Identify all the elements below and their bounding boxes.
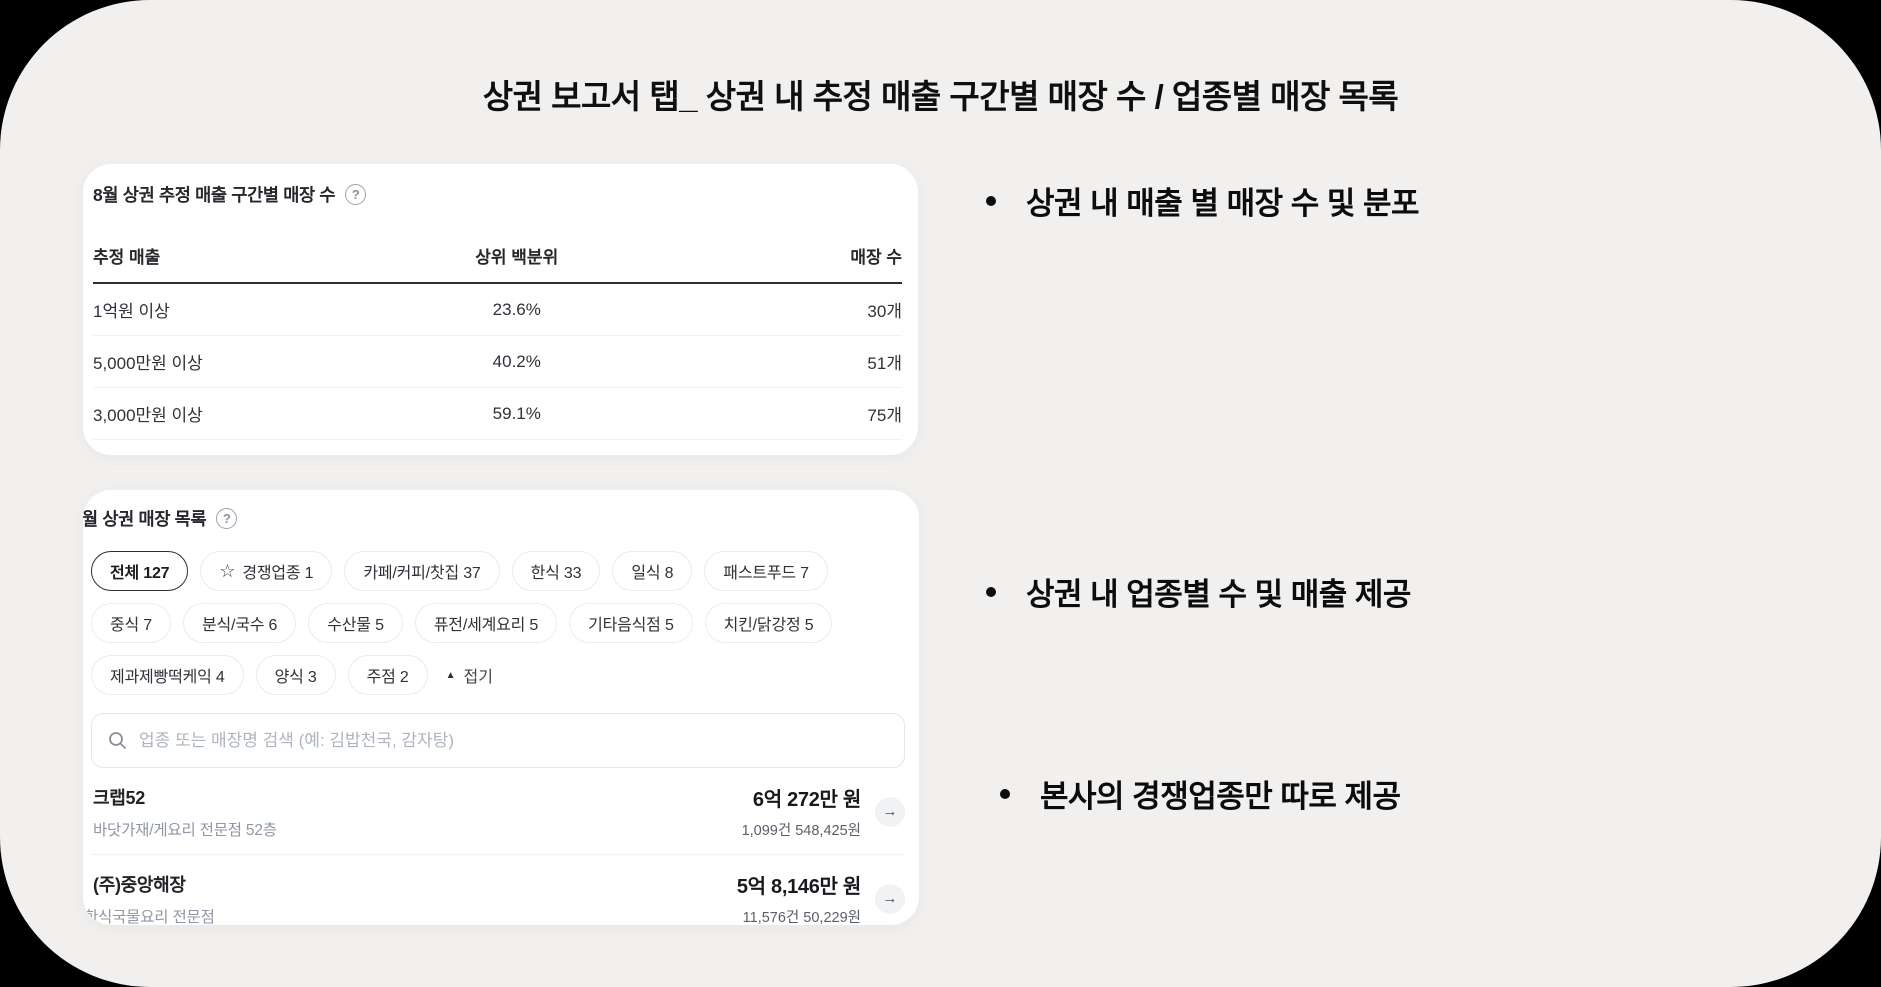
annotation-category-sales: 상권 내 업종별 수 및 매출 제공	[986, 569, 1411, 614]
store-count-value: 51개	[867, 354, 902, 373]
chip-all[interactable]: 전체 127	[91, 551, 189, 591]
annotation-text: 본사의 경쟁업종만 따로 제공	[1040, 779, 1401, 814]
annotation-sales-distribution: 상권 내 매출 별 매장 수 및 분포	[986, 178, 1420, 223]
arrow-right-icon[interactable]: →	[875, 883, 905, 914]
bullet-dot-icon	[1000, 788, 1010, 799]
chip-western[interactable]: 양식 3	[255, 655, 336, 695]
search-icon	[108, 731, 127, 750]
sales-range-value: 1억원 이상	[93, 302, 170, 321]
table-row: 1억원 이상 23.6% 30개	[93, 284, 902, 336]
chip-chinese[interactable]: 중식 7	[91, 603, 171, 643]
sales-range-card: 8월 상권 추정 매출 구간별 매장 수 ? 추정 매출 상위 백분위 매장 수…	[83, 164, 918, 455]
sales-table-header: 추정 매출 상위 백분위 매장 수	[93, 243, 902, 268]
help-question-icon[interactable]: ?	[345, 184, 367, 205]
store-info: (주)중앙해장 한식국물요리 전문점	[84, 871, 215, 926]
chip-chicken[interactable]: 치킨/닭강정 5	[704, 603, 833, 643]
page-title: 상권 보고서 탭_ 상권 내 추정 매출 구간별 매장 수 / 업종별 매장 목…	[482, 78, 1399, 115]
column-header-count: 매장 수	[850, 248, 902, 267]
store-name: (주)중앙해장	[93, 874, 186, 895]
category-filter-chips: 전체 127 ☆ 경쟁업종 1 카페/커피/찻집 37 한식 33 일식 8 패…	[91, 551, 905, 695]
sales-range-value: 3,000만원 이상	[93, 406, 203, 425]
chip-fusion[interactable]: 퓨전/세계요리 5	[414, 603, 558, 643]
chip-japanese[interactable]: 일식 8	[612, 551, 693, 591]
star-icon: ☆	[219, 560, 236, 581]
chip-seafood[interactable]: 수산물 5	[308, 603, 403, 643]
sales-card-title: 8월 상권 추정 매출 구간별 매장 수	[93, 185, 336, 205]
triangle-up-icon: ▲	[445, 669, 456, 681]
annotation-competitor-only: 본사의 경쟁업종만 따로 제공	[1000, 771, 1401, 816]
annotation-text: 상권 내 업종별 수 및 매출 제공	[1026, 577, 1411, 612]
percentile-value: 40.2%	[492, 351, 541, 371]
store-count-value: 75개	[867, 406, 902, 425]
store-list-item[interactable]: 크랩52 바닷가재/게요리 전문점 52층 6억 272만 원 1,099건 5…	[91, 768, 905, 855]
store-sales-detail: 11,576건 50,229원	[742, 910, 861, 925]
store-list-card: 월 상권 매장 목록 ? 전체 127 ☆ 경쟁업종 1 카페/커피/찻집 37…	[83, 490, 919, 925]
store-count-value: 30개	[867, 302, 902, 321]
store-sales-numbers: 5억 8,146만 원 11,576건 50,229원	[737, 870, 861, 925]
collapse-label: 접기	[463, 669, 493, 686]
store-list-item[interactable]: (주)중앙해장 한식국물요리 전문점 5억 8,146만 원 11,576건 5…	[84, 855, 905, 926]
list-card-title: 월 상권 매장 목록	[83, 509, 207, 529]
help-question-icon[interactable]: ?	[216, 508, 238, 529]
arrow-right-icon[interactable]: →	[875, 796, 905, 827]
search-input[interactable]	[139, 730, 904, 751]
sales-card-header: 8월 상권 추정 매출 구간별 매장 수 ?	[93, 182, 902, 207]
column-header-percentile: 상위 백분위	[475, 248, 559, 267]
table-row: 5,000만원 이상 40.2% 51개	[93, 336, 902, 388]
chip-pub[interactable]: 주점 2	[347, 655, 428, 695]
store-name: 크랩52	[93, 787, 145, 808]
store-info: 크랩52 바닷가재/게요리 전문점 52층	[93, 784, 277, 840]
chip-competitors[interactable]: ☆ 경쟁업종 1	[200, 551, 333, 591]
collapse-button[interactable]: ▲ 접기	[440, 663, 499, 687]
chip-bakery[interactable]: 제과제빵떡케익 4	[91, 655, 244, 695]
percentile-value: 23.6%	[492, 299, 541, 319]
store-sales-amount: 5억 8,146만 원	[736, 876, 861, 898]
percentile-value: 59.1%	[492, 403, 541, 423]
table-header-divider	[93, 282, 902, 284]
list-card-header: 월 상권 매장 목록 ?	[83, 506, 905, 531]
chip-cafe[interactable]: 카페/커피/찻집 37	[344, 551, 500, 591]
column-header-range: 추정 매출	[93, 248, 161, 267]
table-row: 3,000만원 이상 59.1% 75개	[93, 388, 902, 440]
store-category: 한식국물요리 전문점	[84, 908, 215, 926]
store-search-bar	[91, 713, 905, 768]
store-category: 바닷가재/게요리 전문점 52층	[93, 821, 277, 839]
bullet-dot-icon	[986, 195, 996, 206]
store-sales-numbers: 6억 272만 원 1,099건 548,425원	[741, 783, 862, 840]
store-sales-amount: 6억 272만 원	[752, 789, 861, 811]
store-sales: 6억 272만 원 1,099건 548,425원 →	[742, 783, 905, 840]
chip-snack[interactable]: 분식/국수 6	[182, 603, 297, 643]
sales-range-value: 5,000만원 이상	[93, 354, 203, 373]
chip-fastfood[interactable]: 패스트푸드 7	[704, 551, 828, 591]
chip-other-food[interactable]: 기타음식점 5	[569, 603, 693, 643]
bullet-dot-icon	[986, 586, 996, 597]
chip-korean[interactable]: 한식 33	[511, 551, 601, 591]
annotation-text: 상권 내 매출 별 매장 수 및 분포	[1026, 186, 1420, 221]
store-sales: 5억 8,146만 원 11,576건 50,229원 →	[737, 870, 905, 925]
store-sales-detail: 1,099건 548,425원	[741, 823, 861, 839]
chip-label: 경쟁업종 1	[242, 565, 314, 582]
